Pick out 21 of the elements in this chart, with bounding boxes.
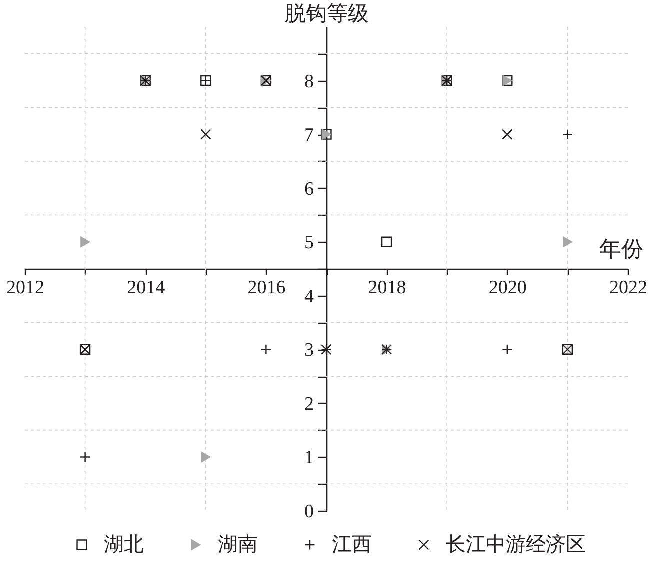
x-tick-label: 2012 bbox=[6, 278, 44, 298]
legend-label: 长江中游经济区 bbox=[446, 534, 586, 556]
x-axis-title: 年份 bbox=[600, 236, 644, 262]
y-axis-title: 脱钩等级 bbox=[285, 2, 369, 26]
y-tick-label: 6 bbox=[304, 178, 314, 200]
y-tick-label: 0 bbox=[304, 502, 314, 522]
x-tick-label: 2020 bbox=[488, 278, 527, 298]
y-tick-label: 5 bbox=[304, 232, 314, 254]
x-tick-label: 2018 bbox=[368, 278, 406, 298]
legend-label: 江西 bbox=[332, 534, 372, 556]
y-tick-label: 3 bbox=[304, 340, 314, 362]
y-tick-label: 4 bbox=[304, 286, 314, 308]
y-tick-label: 7 bbox=[304, 125, 314, 146]
x-tick-label: 2022 bbox=[610, 278, 648, 298]
y-tick-label: 1 bbox=[304, 448, 314, 469]
x-tick-label: 2014 bbox=[127, 278, 166, 298]
legend-label: 湖南 bbox=[218, 534, 258, 556]
legend-label: 湖北 bbox=[104, 534, 144, 556]
y-tick-label: 2 bbox=[304, 394, 314, 415]
y-tick-label: 8 bbox=[304, 71, 314, 92]
x-tick-label: 2016 bbox=[248, 278, 286, 298]
